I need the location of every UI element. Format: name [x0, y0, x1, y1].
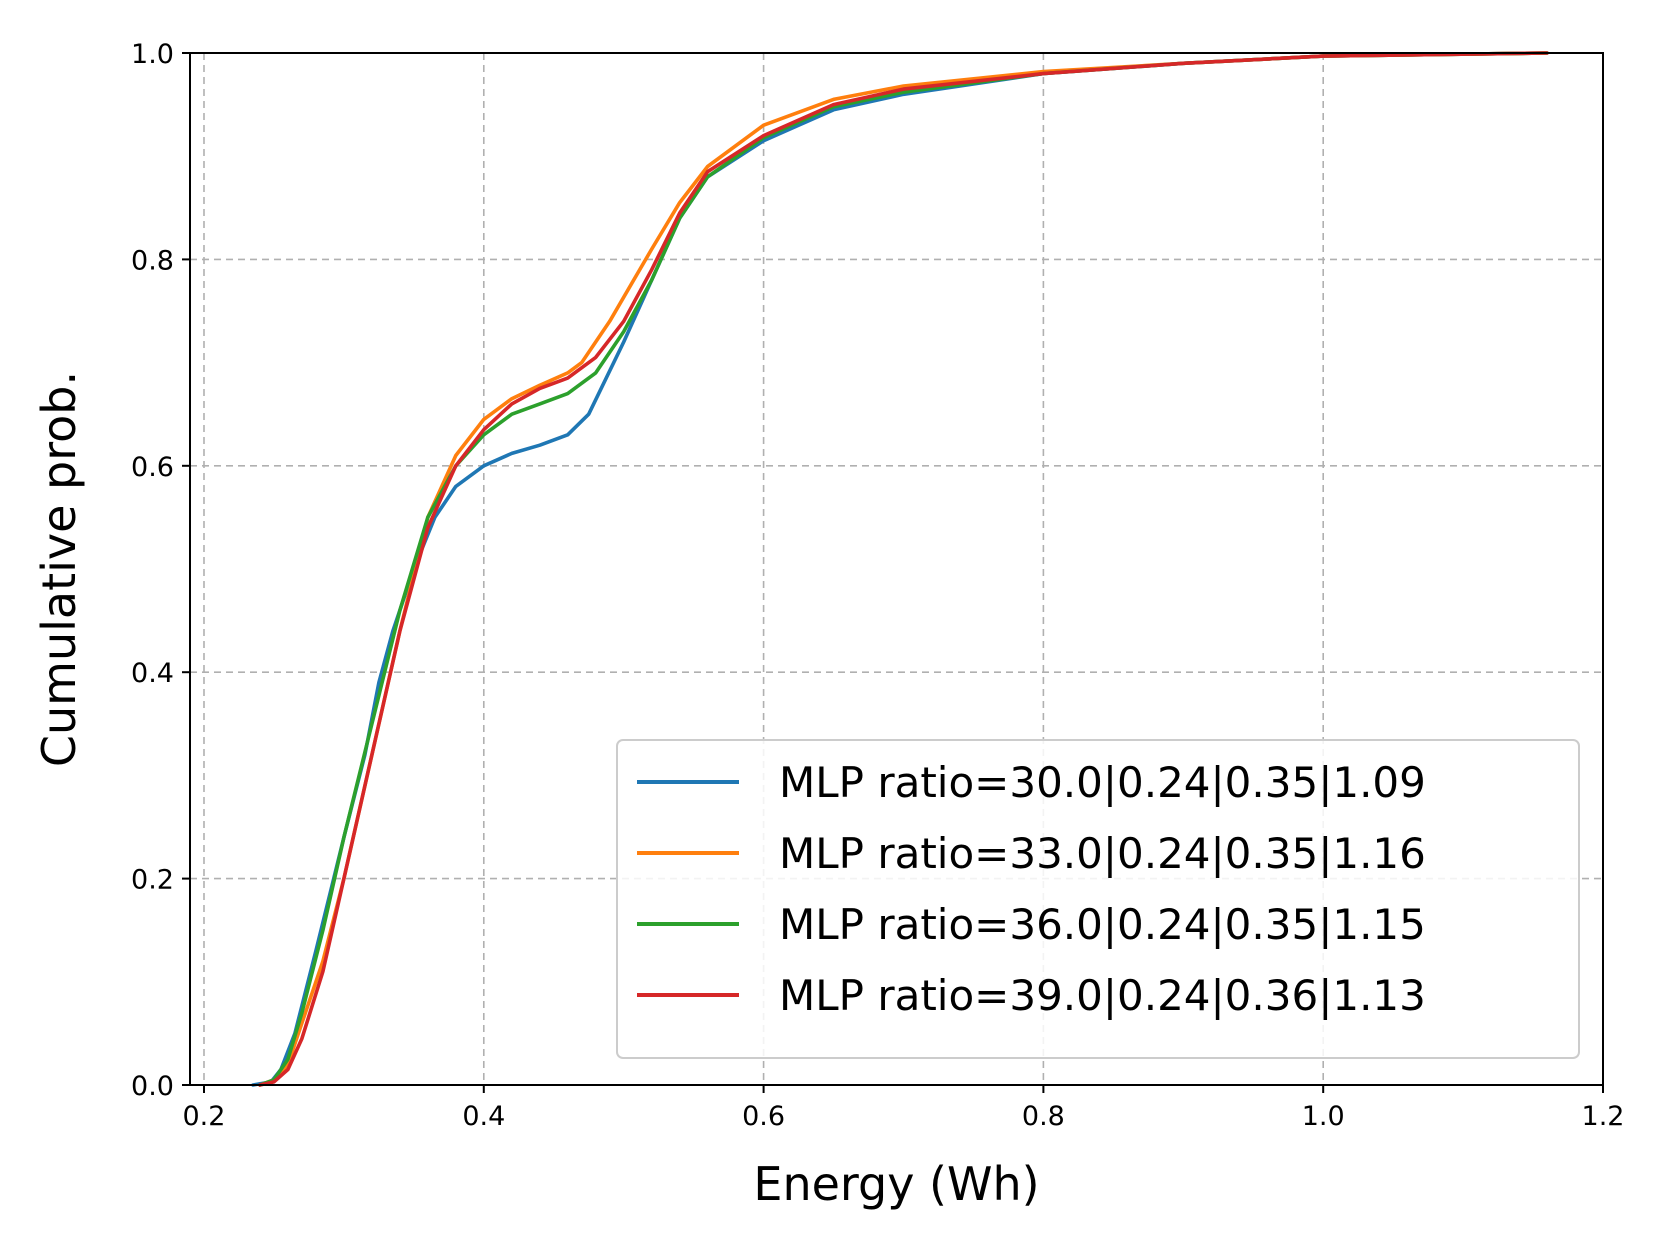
y-tick-label: 0.6: [131, 452, 174, 483]
legend-label-1: MLP ratio=30.0|0.24|0.35|1.09: [779, 758, 1426, 807]
y-axis-title: Cumulative prob.: [32, 371, 86, 767]
x-tick-label: 0.8: [1022, 1101, 1065, 1132]
x-axis-title: Energy (Wh): [753, 1157, 1039, 1211]
legend-label-2: MLP ratio=33.0|0.24|0.35|1.16: [779, 829, 1426, 878]
series-line-2: [258, 51, 1549, 1087]
series-layer: [251, 51, 1549, 1087]
legend-box: [616, 739, 1580, 1059]
y-tick-label: 0.8: [131, 245, 174, 276]
x-tick-label: 0.4: [462, 1101, 505, 1132]
series-line-3: [258, 51, 1549, 1087]
y-tick-label: 0.2: [131, 865, 174, 896]
legend-label-4: MLP ratio=39.0|0.24|0.36|1.13: [779, 971, 1426, 1020]
x-tick-label: 1.0: [1302, 1101, 1345, 1132]
legend: MLP ratio=30.0|0.24|0.35|1.09 MLP ratio=3…: [616, 739, 1580, 1059]
ticks: 0.2 0.4 0.6 0.8 1.0 1.2 0.0 0.2 0.4 0.6 0.8 1.0: [131, 39, 1624, 1132]
x-tick-label: 1.2: [1582, 1101, 1625, 1132]
series-line-4: [258, 51, 1549, 1087]
x-tick-label: 0.2: [183, 1101, 226, 1132]
y-tick-label: 0.0: [131, 1071, 174, 1102]
legend-label-3: MLP ratio=36.0|0.24|0.35|1.15: [779, 900, 1426, 949]
y-tick-label: 0.4: [131, 658, 174, 689]
x-tick-label: 0.6: [742, 1101, 785, 1132]
y-tick-label: 1.0: [131, 39, 174, 70]
plot-frame: [189, 52, 1604, 1086]
